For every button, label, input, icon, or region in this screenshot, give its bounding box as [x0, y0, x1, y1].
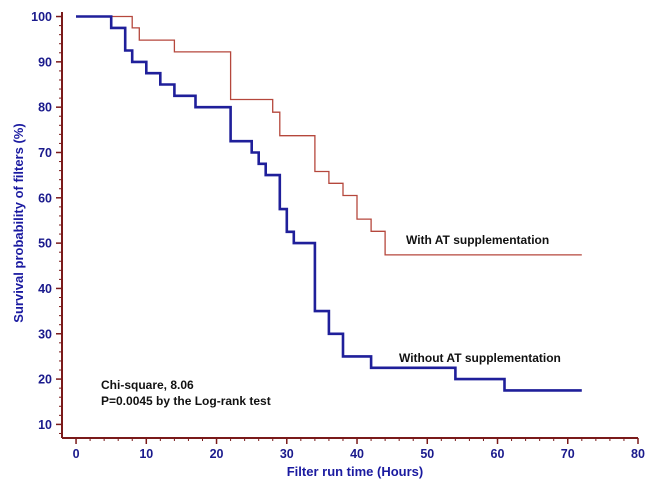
x-tick-label: 40	[350, 447, 364, 461]
x-tick-label: 0	[73, 447, 80, 461]
y-tick-label: 40	[38, 282, 52, 296]
y-axis-title: Survival probability of filters (%)	[11, 123, 26, 322]
series	[76, 15, 582, 392]
x-axis-title: Filter run time (Hours)	[287, 464, 424, 479]
stats-line-2: P=0.0045 by the Log-rank test	[101, 394, 271, 408]
y-tick-label: 100	[31, 10, 52, 24]
y-tick-label: 20	[38, 373, 52, 387]
x-tick-label: 20	[210, 447, 224, 461]
x-tick-label: 30	[280, 447, 294, 461]
series-without-at-line	[76, 15, 582, 392]
x-tick-label: 70	[561, 447, 575, 461]
ticks: 10 20 30 40 50 60 70 80 90 100 0 10 20 30 40 50 60 70 80	[31, 10, 645, 461]
y-tick-label: 50	[38, 237, 52, 251]
without-at-label: Without AT supplementation	[399, 351, 561, 365]
x-tick-label: 60	[491, 447, 505, 461]
x-tick-label: 10	[139, 447, 153, 461]
y-tick-label: 90	[38, 55, 52, 69]
x-tick-label: 50	[420, 447, 434, 461]
y-tick-label: 80	[38, 101, 52, 115]
series-with-at-line	[76, 15, 582, 256]
axes	[61, 12, 638, 439]
x-tick-label: 80	[631, 447, 645, 461]
y-tick-label: 10	[38, 418, 52, 432]
y-tick-label: 30	[38, 327, 52, 341]
y-tick-label: 60	[38, 191, 52, 205]
y-tick-label: 70	[38, 146, 52, 160]
with-at-label: With AT supplementation	[406, 233, 549, 247]
stats-line-1: Chi-square, 8.06	[101, 378, 194, 392]
